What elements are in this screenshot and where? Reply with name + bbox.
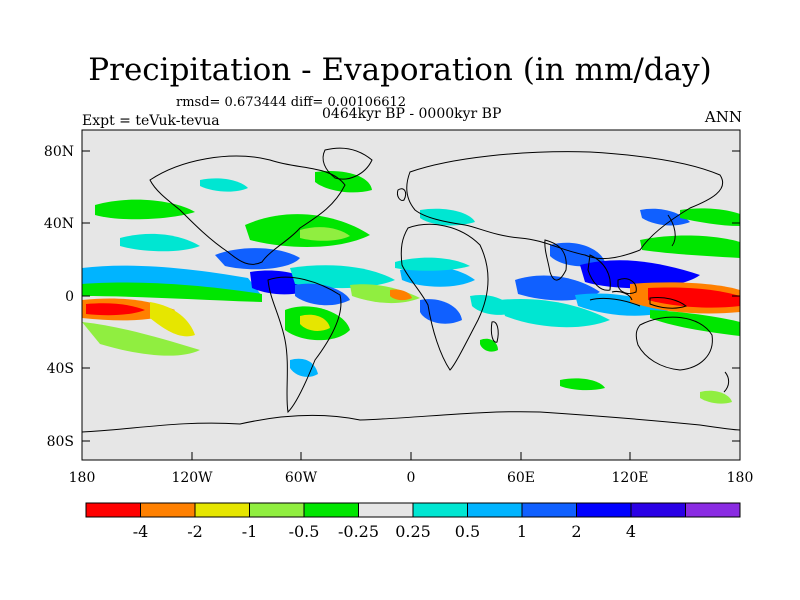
lon-tick-label: 60W	[285, 470, 318, 486]
colorbar-label: -0.25	[338, 522, 379, 541]
field-itcz-atlantic-cyan	[290, 265, 395, 289]
lon-tick-label: 180	[69, 470, 96, 486]
lat-tick-label: 80N	[44, 144, 74, 160]
coastline-japan	[667, 214, 676, 247]
field-indian-ocean-blue	[515, 275, 600, 301]
lat-tick-label: 80S	[47, 434, 74, 450]
period-label: 0464kyr BP - 0000kyr BP	[322, 106, 502, 122]
field-gulf-blue	[215, 248, 300, 270]
coastlines	[82, 147, 740, 433]
coastline-south-america	[267, 276, 342, 414]
field-west-pacific-green	[640, 235, 740, 258]
field-north-pacific-green	[95, 199, 195, 220]
lon-tick-label: 60E	[507, 470, 535, 486]
colorbar-label: 0.5	[455, 522, 480, 541]
lat-tick-labels: 80N 40N 0 40S 80S	[44, 144, 74, 450]
field-southern-ocean-green	[560, 378, 605, 391]
field-japan-blue	[640, 208, 690, 226]
field-mediterranean-cyan	[420, 208, 475, 226]
field-patagonia-blue	[290, 358, 318, 377]
coastline-southeast-asia	[587, 254, 611, 291]
field-south-america-yellow	[300, 314, 330, 331]
colorbar-label: 4	[626, 522, 636, 541]
coastline-antarctica	[82, 411, 740, 433]
field-spcz-green	[650, 310, 740, 336]
colorbar-swatch	[467, 502, 523, 518]
colorbar-swatch	[412, 502, 468, 518]
coastline-greenland	[322, 147, 373, 180]
coastline-india	[544, 239, 567, 281]
colorbar-swatch	[358, 502, 414, 518]
coastline-new-zealand	[723, 371, 730, 393]
field-aleutian-cyan	[200, 178, 248, 192]
lon-tick-label: 180	[727, 470, 754, 486]
colorbar-label: -2	[187, 522, 203, 541]
colorbar-swatch	[85, 502, 141, 518]
colorbar-swatch	[194, 502, 250, 518]
field-east-pacific-green	[82, 282, 262, 302]
axis-ticks	[81, 150, 741, 460]
field-india-blue	[550, 242, 605, 267]
colorbar-swatch	[140, 502, 196, 518]
lon-tick-label: 120E	[612, 470, 649, 486]
field-south-pacific-yellow	[150, 302, 195, 337]
field-south-pacific-lightgreen	[700, 390, 732, 404]
colorbar-label: 1	[517, 522, 527, 541]
field-north-atlantic-green	[315, 170, 372, 193]
field-east-africa-green	[480, 338, 498, 352]
field-south-atlantic-orange	[390, 289, 412, 301]
stats-text: rmsd= 0.673444 diff= 0.00106612	[176, 95, 407, 110]
field-north-pacific-cyan	[120, 233, 200, 252]
colorbar-label: 2	[571, 522, 581, 541]
coastline-new-guinea	[649, 297, 688, 309]
colorbar-swatch	[303, 502, 359, 518]
colorbar-swatch	[630, 502, 686, 518]
field-amazon-blue	[295, 283, 350, 306]
field-atlantic-lightgreen	[300, 227, 350, 241]
coastline-borneo	[617, 278, 637, 295]
field-west-africa-cyan	[395, 257, 470, 271]
coastline-africa	[400, 223, 489, 371]
colorbar-swatch	[685, 502, 741, 518]
lon-tick-labels: 180 120W 60W 0 60E 120E 180	[69, 470, 754, 486]
field-northwest-pacific-green	[680, 208, 740, 226]
figure-title: Precipitation - Evaporation (in mm/day)	[88, 52, 712, 88]
colorbar-swatch	[521, 502, 577, 518]
colorbar-swatch	[576, 502, 632, 518]
coastline-eurasia	[406, 151, 723, 260]
colorbar: -4 -2 -1 -0.5 -0.25 0.25 0.5 1 2 4	[85, 502, 741, 541]
lat-tick-label: 40S	[47, 361, 74, 377]
coastline-north-america	[149, 155, 346, 265]
experiment-label: Expt = teVuk-tevua	[82, 113, 220, 129]
lon-tick-label: 120W	[171, 470, 213, 486]
coastline-australia	[635, 316, 713, 371]
colorbar-label: -1	[242, 522, 258, 541]
season-label: ANN	[704, 108, 742, 126]
field-south-pacific-green	[82, 322, 200, 356]
coastline-uk	[397, 188, 407, 201]
colorbar-label: 0.25	[395, 522, 431, 541]
field-indian-ocean-cyan	[500, 298, 610, 328]
lat-tick-label: 0	[65, 289, 74, 305]
colorbar-label: -4	[133, 522, 149, 541]
coastline-madagascar	[490, 321, 499, 343]
field-west-africa-blue	[400, 266, 475, 287]
field-west-pacific-red	[648, 287, 740, 308]
colorbar-swatch	[249, 502, 305, 518]
lon-tick-label: 0	[407, 470, 416, 486]
field-south-pacific-red	[86, 303, 145, 316]
lat-tick-label: 40N	[44, 216, 74, 232]
colorbar-label: -0.5	[289, 522, 320, 541]
field-maritime-cyan	[575, 293, 670, 316]
